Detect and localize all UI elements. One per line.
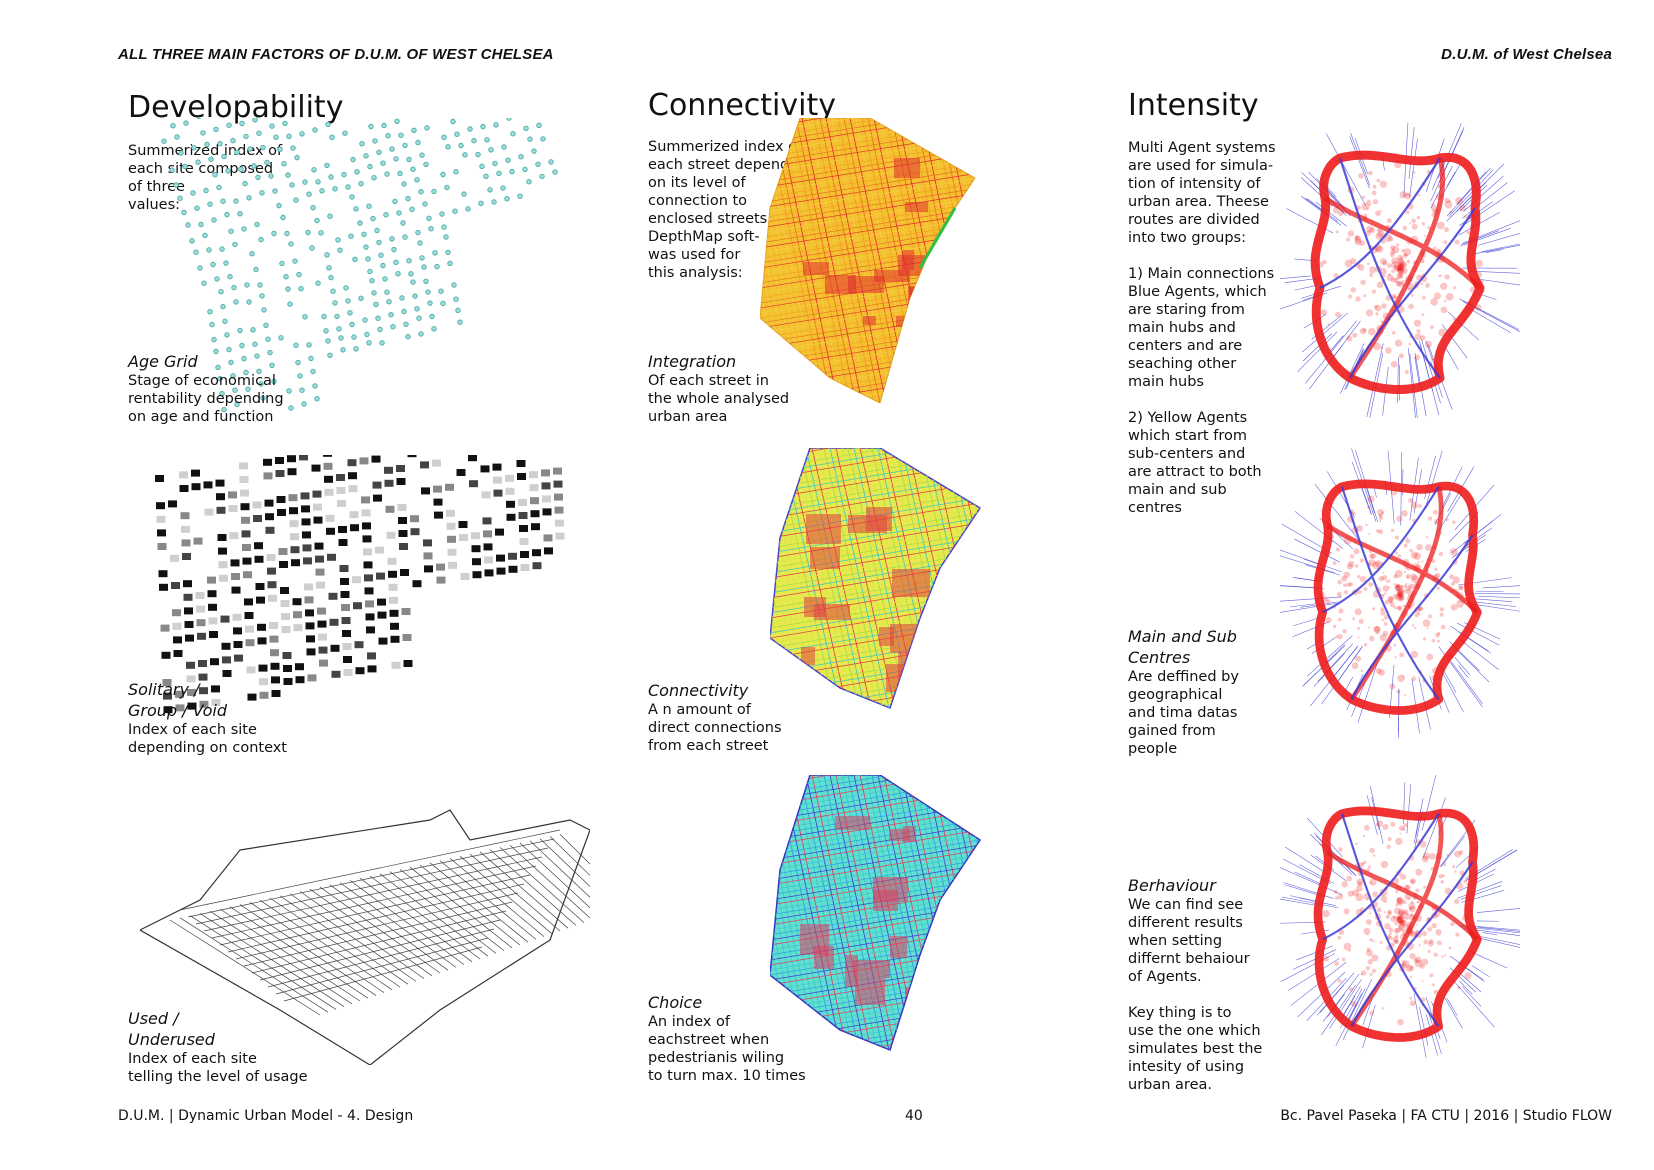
connectivity-sub-desc: A n amount of direct connections from ea… xyxy=(648,702,782,754)
page-header-right: D.U.M. of West Chelsea xyxy=(1441,46,1612,63)
developability-title: Developability xyxy=(128,90,344,125)
integration-street-map xyxy=(760,118,976,403)
age-grid-title: Age Grid xyxy=(128,352,198,371)
agent-simulation-map-1 xyxy=(1280,122,1520,418)
agent-simulation-map-2 xyxy=(1280,448,1520,738)
main-sub-centres-title: Main and Sub Centres xyxy=(1128,627,1237,667)
solitary-group-void-desc: Index of each site depending on context xyxy=(128,722,287,756)
integration-title: Integration xyxy=(648,352,737,371)
footer-left: D.U.M. | Dynamic Urban Model - 4. Design xyxy=(118,1108,414,1124)
agent-simulation-map-3 xyxy=(1280,775,1520,1058)
page-header-left: ALL THREE MAIN FACTORS OF D.U.M. OF WEST… xyxy=(118,46,554,63)
integration-desc: Of each street in the whole analysed urb… xyxy=(648,373,790,425)
connectivity-street-map xyxy=(770,448,982,709)
main-sub-centres-desc: Are deffined by geographical and tima da… xyxy=(1128,669,1239,757)
choice-title: Choice xyxy=(648,993,703,1012)
choice-desc: An index of eachstreet when pedestrianis… xyxy=(648,1014,806,1084)
used-underused-desc: Index of each site telling the level of … xyxy=(128,1051,308,1085)
used-underused-title: Used / Underused xyxy=(128,1009,215,1049)
age-grid-desc: Stage of economical rentability dependin… xyxy=(128,373,284,425)
intensity-title: Intensity xyxy=(1128,88,1259,123)
solitary-group-void-title: Solitary / Group / Void xyxy=(128,680,228,720)
intensity-intro: Multi Agent systems are used for simula-… xyxy=(1128,140,1276,516)
connectivity-intro: Summerized index of each street dependin… xyxy=(648,139,812,281)
connectivity-title: Connectivity xyxy=(648,88,836,123)
behaviour-desc: We can find see different results when s… xyxy=(1128,897,1263,1093)
solitary-group-void-grid xyxy=(155,455,565,714)
connectivity-sub-title: Connectivity xyxy=(648,681,749,700)
age-grid-point-cloud xyxy=(161,118,558,413)
behaviour-title: Berhaviour xyxy=(1128,876,1216,895)
used-underused-blocks xyxy=(140,809,590,1065)
footer-right: Bc. Pavel Paseka | FA CTU | 2016 | Studi… xyxy=(1280,1108,1612,1124)
choice-street-map xyxy=(770,775,982,1051)
page-number: 40 xyxy=(905,1108,923,1124)
